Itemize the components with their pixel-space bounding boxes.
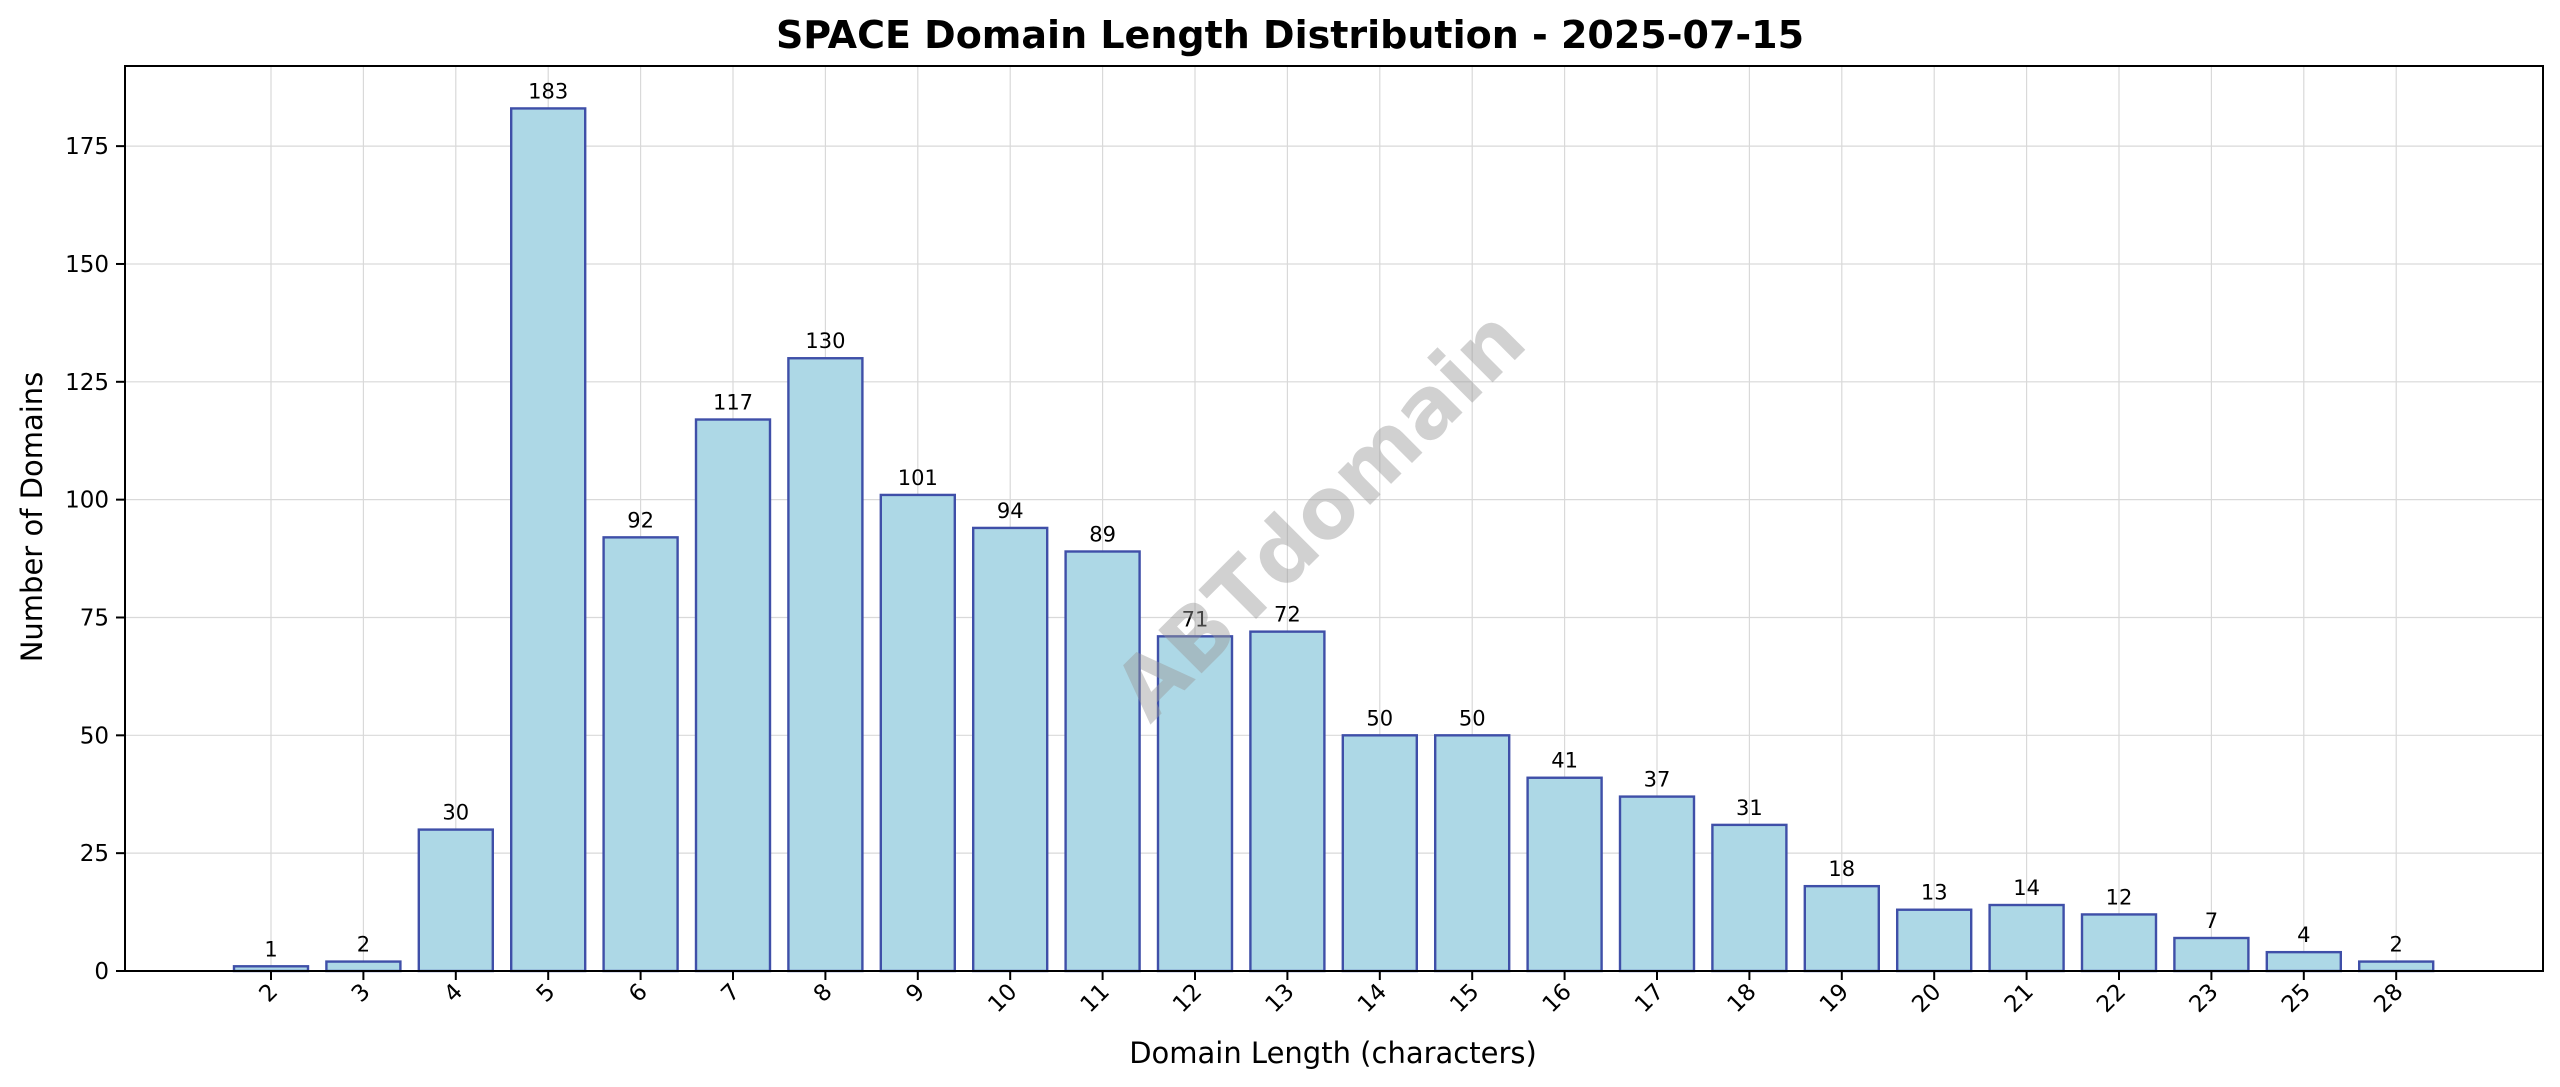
data-label-16: 41 bbox=[1551, 749, 1578, 773]
data-label-4: 30 bbox=[442, 801, 469, 825]
x-tick-label-2: 2 bbox=[255, 979, 284, 1008]
x-axis-label: Domain Length (characters) bbox=[1129, 1036, 1537, 1070]
data-label-7: 117 bbox=[713, 391, 753, 415]
y-axis-label: Number of Domains bbox=[15, 372, 49, 663]
x-tick-label-12: 12 bbox=[1168, 979, 1207, 1018]
y-tick-label-0: 0 bbox=[94, 959, 109, 985]
x-tick-label-7: 7 bbox=[717, 979, 746, 1008]
x-tick-label-8: 8 bbox=[809, 979, 838, 1008]
bar-22 bbox=[2080, 913, 2158, 973]
data-label-21: 14 bbox=[2013, 876, 2040, 900]
x-tick-label-5: 5 bbox=[532, 979, 561, 1008]
bar-15 bbox=[1433, 734, 1511, 973]
data-label-17: 37 bbox=[1644, 768, 1671, 792]
bar-7 bbox=[694, 418, 772, 973]
data-label-18: 31 bbox=[1736, 796, 1763, 820]
bar-4 bbox=[417, 828, 494, 973]
bar-17 bbox=[1618, 795, 1696, 973]
x-tick-label-22: 22 bbox=[2092, 979, 2131, 1018]
data-label-12: 71 bbox=[1182, 607, 1209, 631]
x-tick-label-17: 17 bbox=[1630, 979, 1669, 1018]
bar-28 bbox=[2357, 960, 2435, 973]
y-tick-label-25: 25 bbox=[80, 841, 109, 867]
bar-9 bbox=[879, 493, 956, 973]
data-label-23: 7 bbox=[2205, 909, 2218, 933]
x-tick-label-9: 9 bbox=[901, 979, 930, 1008]
data-label-22: 12 bbox=[2106, 885, 2133, 909]
y-tick-label-125: 125 bbox=[65, 370, 109, 396]
y-tick-label-150: 150 bbox=[65, 252, 109, 278]
x-tick-label-20: 20 bbox=[1907, 979, 1946, 1018]
data-label-25: 4 bbox=[2297, 923, 2310, 947]
x-tick-label-13: 13 bbox=[1261, 979, 1300, 1018]
data-label-28: 2 bbox=[2390, 933, 2403, 957]
y-tick-label-175: 175 bbox=[65, 134, 109, 160]
bar-21 bbox=[1988, 903, 2065, 973]
chart-title: SPACE Domain Length Distribution - 2025-… bbox=[776, 13, 1804, 57]
data-label-2: 1 bbox=[264, 937, 277, 961]
data-label-9: 101 bbox=[898, 466, 938, 490]
data-label-19: 18 bbox=[1828, 857, 1855, 881]
bar-18 bbox=[1711, 823, 1788, 973]
x-tick-label-15: 15 bbox=[1445, 979, 1484, 1018]
bar-14 bbox=[1341, 734, 1419, 973]
data-label-10: 94 bbox=[997, 499, 1024, 523]
bar-12 bbox=[1156, 635, 1234, 973]
data-label-13: 72 bbox=[1274, 603, 1301, 627]
x-tick-label-4: 4 bbox=[439, 979, 468, 1008]
data-label-20: 13 bbox=[1921, 881, 1948, 905]
data-label-6: 92 bbox=[627, 508, 654, 532]
x-tick-label-21: 21 bbox=[2000, 979, 2039, 1018]
x-tick-label-11: 11 bbox=[1076, 979, 1115, 1018]
x-tick-label-14: 14 bbox=[1353, 979, 1392, 1018]
data-label-3: 2 bbox=[357, 933, 370, 957]
bar-8 bbox=[787, 357, 864, 973]
bar-16 bbox=[1526, 776, 1603, 973]
plot-frame bbox=[124, 65, 2544, 972]
bar-20 bbox=[1895, 908, 1973, 973]
x-tick-label-28: 28 bbox=[2369, 979, 2408, 1018]
x-tick-label-16: 16 bbox=[1538, 979, 1577, 1018]
x-tick-label-6: 6 bbox=[624, 979, 653, 1008]
bar-3 bbox=[325, 960, 402, 973]
bar-11 bbox=[1064, 550, 1141, 973]
y-tick-label-100: 100 bbox=[65, 488, 109, 514]
data-label-11: 89 bbox=[1089, 522, 1116, 546]
data-label-15: 50 bbox=[1459, 706, 1486, 730]
bar-5 bbox=[510, 107, 587, 973]
bar-19 bbox=[1803, 884, 1881, 973]
data-label-5: 183 bbox=[528, 79, 568, 103]
data-label-14: 50 bbox=[1366, 706, 1393, 730]
bar-13 bbox=[1249, 630, 1326, 973]
x-tick-label-19: 19 bbox=[1815, 979, 1854, 1018]
x-tick-label-3: 3 bbox=[347, 979, 376, 1008]
x-tick-label-10: 10 bbox=[983, 979, 1022, 1018]
bar-25 bbox=[2265, 950, 2343, 973]
data-label-8: 130 bbox=[805, 329, 845, 353]
bar-10 bbox=[972, 526, 1049, 973]
bar-23 bbox=[2173, 936, 2250, 973]
x-tick-label-23: 23 bbox=[2185, 979, 2224, 1018]
bar-6 bbox=[602, 536, 679, 973]
x-tick-label-25: 25 bbox=[2277, 979, 2316, 1018]
y-tick-label-50: 50 bbox=[80, 723, 109, 749]
y-tick-label-75: 75 bbox=[80, 605, 109, 631]
x-tick-label-18: 18 bbox=[1723, 979, 1762, 1018]
bars-layer bbox=[232, 107, 2435, 973]
